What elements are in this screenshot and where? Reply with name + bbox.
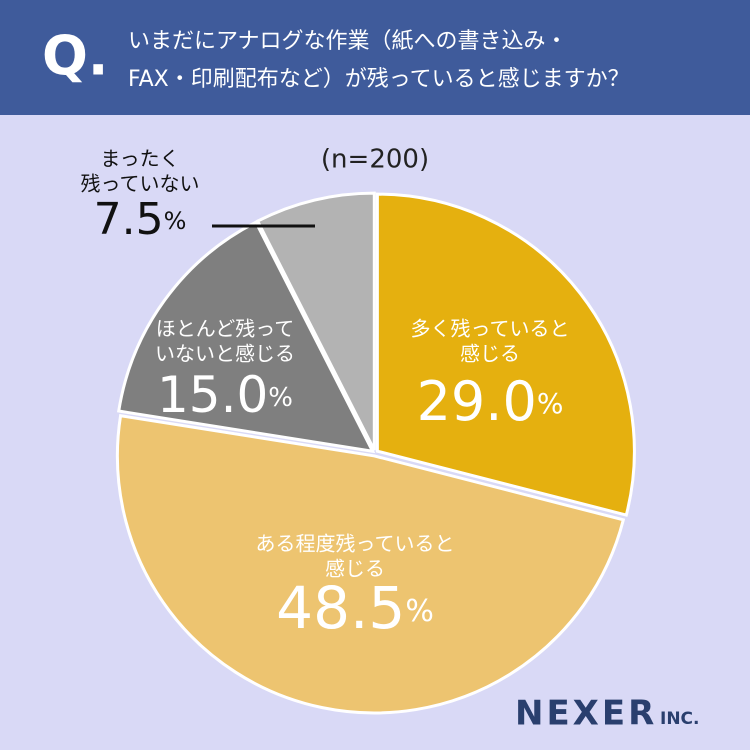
pie-slice <box>375 192 636 517</box>
header-band <box>0 0 750 115</box>
q-marker: Q. <box>42 25 108 88</box>
slice-label: 感じる <box>325 557 385 581</box>
subtitle: (n=200) <box>321 145 429 175</box>
slice-label: ほとんど残って <box>156 317 294 341</box>
pie-slice <box>115 414 626 715</box>
slice-label: いないと感じる <box>155 342 295 366</box>
slice-label: 多く残っていると <box>411 317 570 341</box>
slice-label: ある程度残っていると <box>256 532 455 556</box>
pie: 多く残っていると感じる29.0%ある程度残っていると感じる48.5%ほとんど残っ… <box>81 147 636 715</box>
slice-label: 感じる <box>460 342 520 366</box>
value-label: 48.5% <box>276 574 434 642</box>
slice-label: まったく <box>100 147 179 171</box>
brand-name: NEXER <box>515 694 657 734</box>
title-line: FAX・印刷配布など）が残っていると感じますか？ <box>128 67 630 92</box>
pie-slice <box>117 220 376 454</box>
value-label: 7.5% <box>94 194 187 245</box>
brand-suffix: INC. <box>660 709 700 729</box>
value-label: 29.0% <box>417 370 564 433</box>
pie-slice <box>255 191 376 451</box>
title-line: いまだにアナログな作業（紙への書き込み・ <box>128 29 568 54</box>
value-label: 15.0% <box>157 366 293 424</box>
slice-label: 残っていない <box>81 172 200 196</box>
